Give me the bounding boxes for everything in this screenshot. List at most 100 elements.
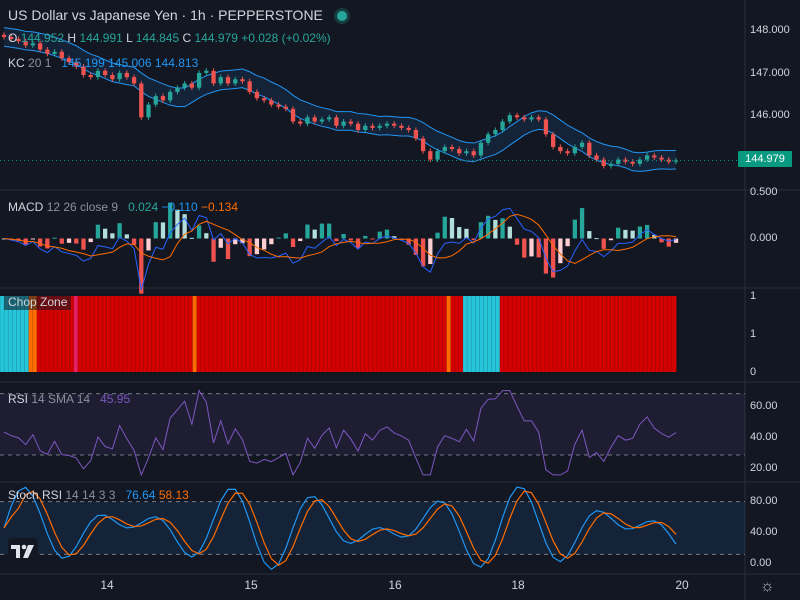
candle-body — [334, 117, 339, 126]
macd-name: MACD — [8, 200, 44, 214]
chop-zone-bar — [229, 296, 234, 372]
candle-body — [623, 159, 628, 162]
y-tick-stoch-80: 80.00 — [750, 495, 778, 507]
settings-gear-icon[interactable]: ☼ — [760, 578, 775, 595]
chop-zone-bar — [372, 296, 378, 372]
candle-body — [572, 146, 577, 154]
x-tick-18: 18 — [511, 578, 525, 592]
candle-body — [652, 155, 657, 158]
candle-body — [16, 39, 21, 42]
chop-zone-bar — [430, 296, 435, 372]
chop-zone-bar — [4, 296, 9, 372]
chop-zone-bar — [573, 296, 579, 372]
candle-body — [218, 77, 223, 84]
chop-zone-bar — [655, 296, 661, 372]
rsi-params: 14 SMA 14 — [31, 392, 91, 406]
candle-body — [464, 151, 469, 154]
macd-histogram-bar — [233, 238, 238, 245]
candle-body — [449, 146, 455, 150]
chop-zone-bar — [262, 296, 267, 372]
macd-histogram-bar — [623, 229, 628, 239]
macd-histogram-bar — [211, 238, 216, 262]
tradingview-logo-icon[interactable] — [8, 538, 38, 564]
stoch-d-value: 58.13 — [158, 488, 189, 502]
macd-histogram-bar — [500, 218, 505, 239]
macd-histogram-bar — [587, 231, 592, 239]
macd-histogram-bar — [579, 208, 585, 239]
candle-body — [37, 43, 43, 50]
macd-signal-line — [3, 213, 677, 265]
ohlc-legend: O 144.952 H 144.991 L 144.845 C 144.979 … — [8, 31, 331, 45]
macd-histogram-bar — [182, 214, 187, 239]
macd-histogram-bar — [327, 223, 332, 239]
candle-body — [211, 70, 216, 84]
macd-histogram-bar — [659, 238, 664, 243]
chop-zone-bar — [290, 296, 296, 372]
candle-body — [522, 117, 527, 120]
chop-zone-bar — [446, 296, 452, 372]
kc-upper: 145.199 — [61, 56, 105, 70]
chop-zone-bar — [508, 296, 513, 372]
candle-body — [52, 51, 57, 54]
macd-params: 12 26 close 9 — [46, 200, 119, 214]
chop-zone-bar — [352, 296, 357, 372]
chop-zone-bar — [254, 296, 259, 372]
candle-body — [471, 151, 476, 156]
candle-body — [644, 155, 650, 160]
chop-zone-bar — [122, 296, 128, 372]
chop-zone-bar — [606, 296, 611, 372]
chop-zone-bar — [360, 296, 366, 372]
chop-zone-bar — [385, 296, 390, 372]
chop-zone-bar — [393, 296, 398, 372]
market-status-icon — [336, 11, 347, 21]
candle-body — [616, 159, 621, 164]
chop-zone-bar — [557, 296, 562, 372]
chop-zone-bar — [139, 296, 144, 372]
candle-body — [457, 149, 462, 154]
kc-legend[interactable]: KC 20 1 145.199 145.006 144.813 — [8, 56, 198, 70]
macd-histogram-bar — [59, 238, 64, 244]
change-value: +0.028 (+0.02%) — [241, 31, 331, 45]
stoch-k-value: 76.64 — [125, 488, 156, 502]
candle-body — [319, 119, 325, 122]
chop-zone-bar — [151, 296, 157, 372]
high-value: 144.991 — [79, 31, 123, 45]
macd-legend[interactable]: MACD 12 26 close 9 0.024 −0.110 −0.134 — [8, 200, 238, 214]
chop-zone-bar — [167, 296, 173, 372]
chop-zone-bar — [45, 296, 50, 372]
macd-histogram-bar — [457, 227, 462, 239]
macd-histogram-bar — [392, 236, 397, 239]
chop-zone-bar — [442, 296, 447, 372]
macd-histogram-bar — [572, 219, 577, 239]
candle-body — [276, 104, 281, 107]
chop-zone-bar — [577, 296, 583, 372]
chop-zone-bar — [258, 296, 263, 372]
open-value: 144.952 — [20, 31, 65, 45]
rsi-legend[interactable]: RSI 14 SMA 14 45.95 — [8, 392, 130, 406]
chop-legend[interactable]: Chop Zone — [4, 294, 72, 310]
chop-zone-bar — [581, 296, 587, 372]
chop-zone-bar — [594, 296, 599, 372]
candle-body — [95, 70, 101, 78]
chop-zone-bar — [28, 296, 34, 372]
chop-zone-bar — [237, 296, 243, 372]
chop-zone-bar — [102, 296, 107, 372]
rsi-value: 45.95 — [100, 392, 131, 406]
macd-histogram-bar — [543, 238, 549, 274]
chop-zone-bar — [118, 296, 124, 372]
macd-histogram-bar — [616, 227, 621, 239]
last-price-tag: 144.979 — [738, 151, 792, 167]
candle-body — [290, 108, 296, 122]
chop-zone-bar — [274, 296, 279, 372]
macd-histogram-bar — [478, 222, 484, 239]
stoch-legend[interactable]: Stoch RSI 14 14 3 3 76.64 58.13 — [8, 488, 189, 502]
candle-body — [673, 160, 679, 162]
candle-body — [536, 117, 541, 120]
kc-middle: 145.006 — [108, 56, 152, 70]
macd-histogram-bar — [348, 238, 353, 241]
macd-histogram-bar — [319, 223, 325, 239]
macd-histogram-bar — [139, 238, 144, 294]
candle-body — [428, 151, 433, 160]
chop-zone-bar — [24, 296, 30, 372]
